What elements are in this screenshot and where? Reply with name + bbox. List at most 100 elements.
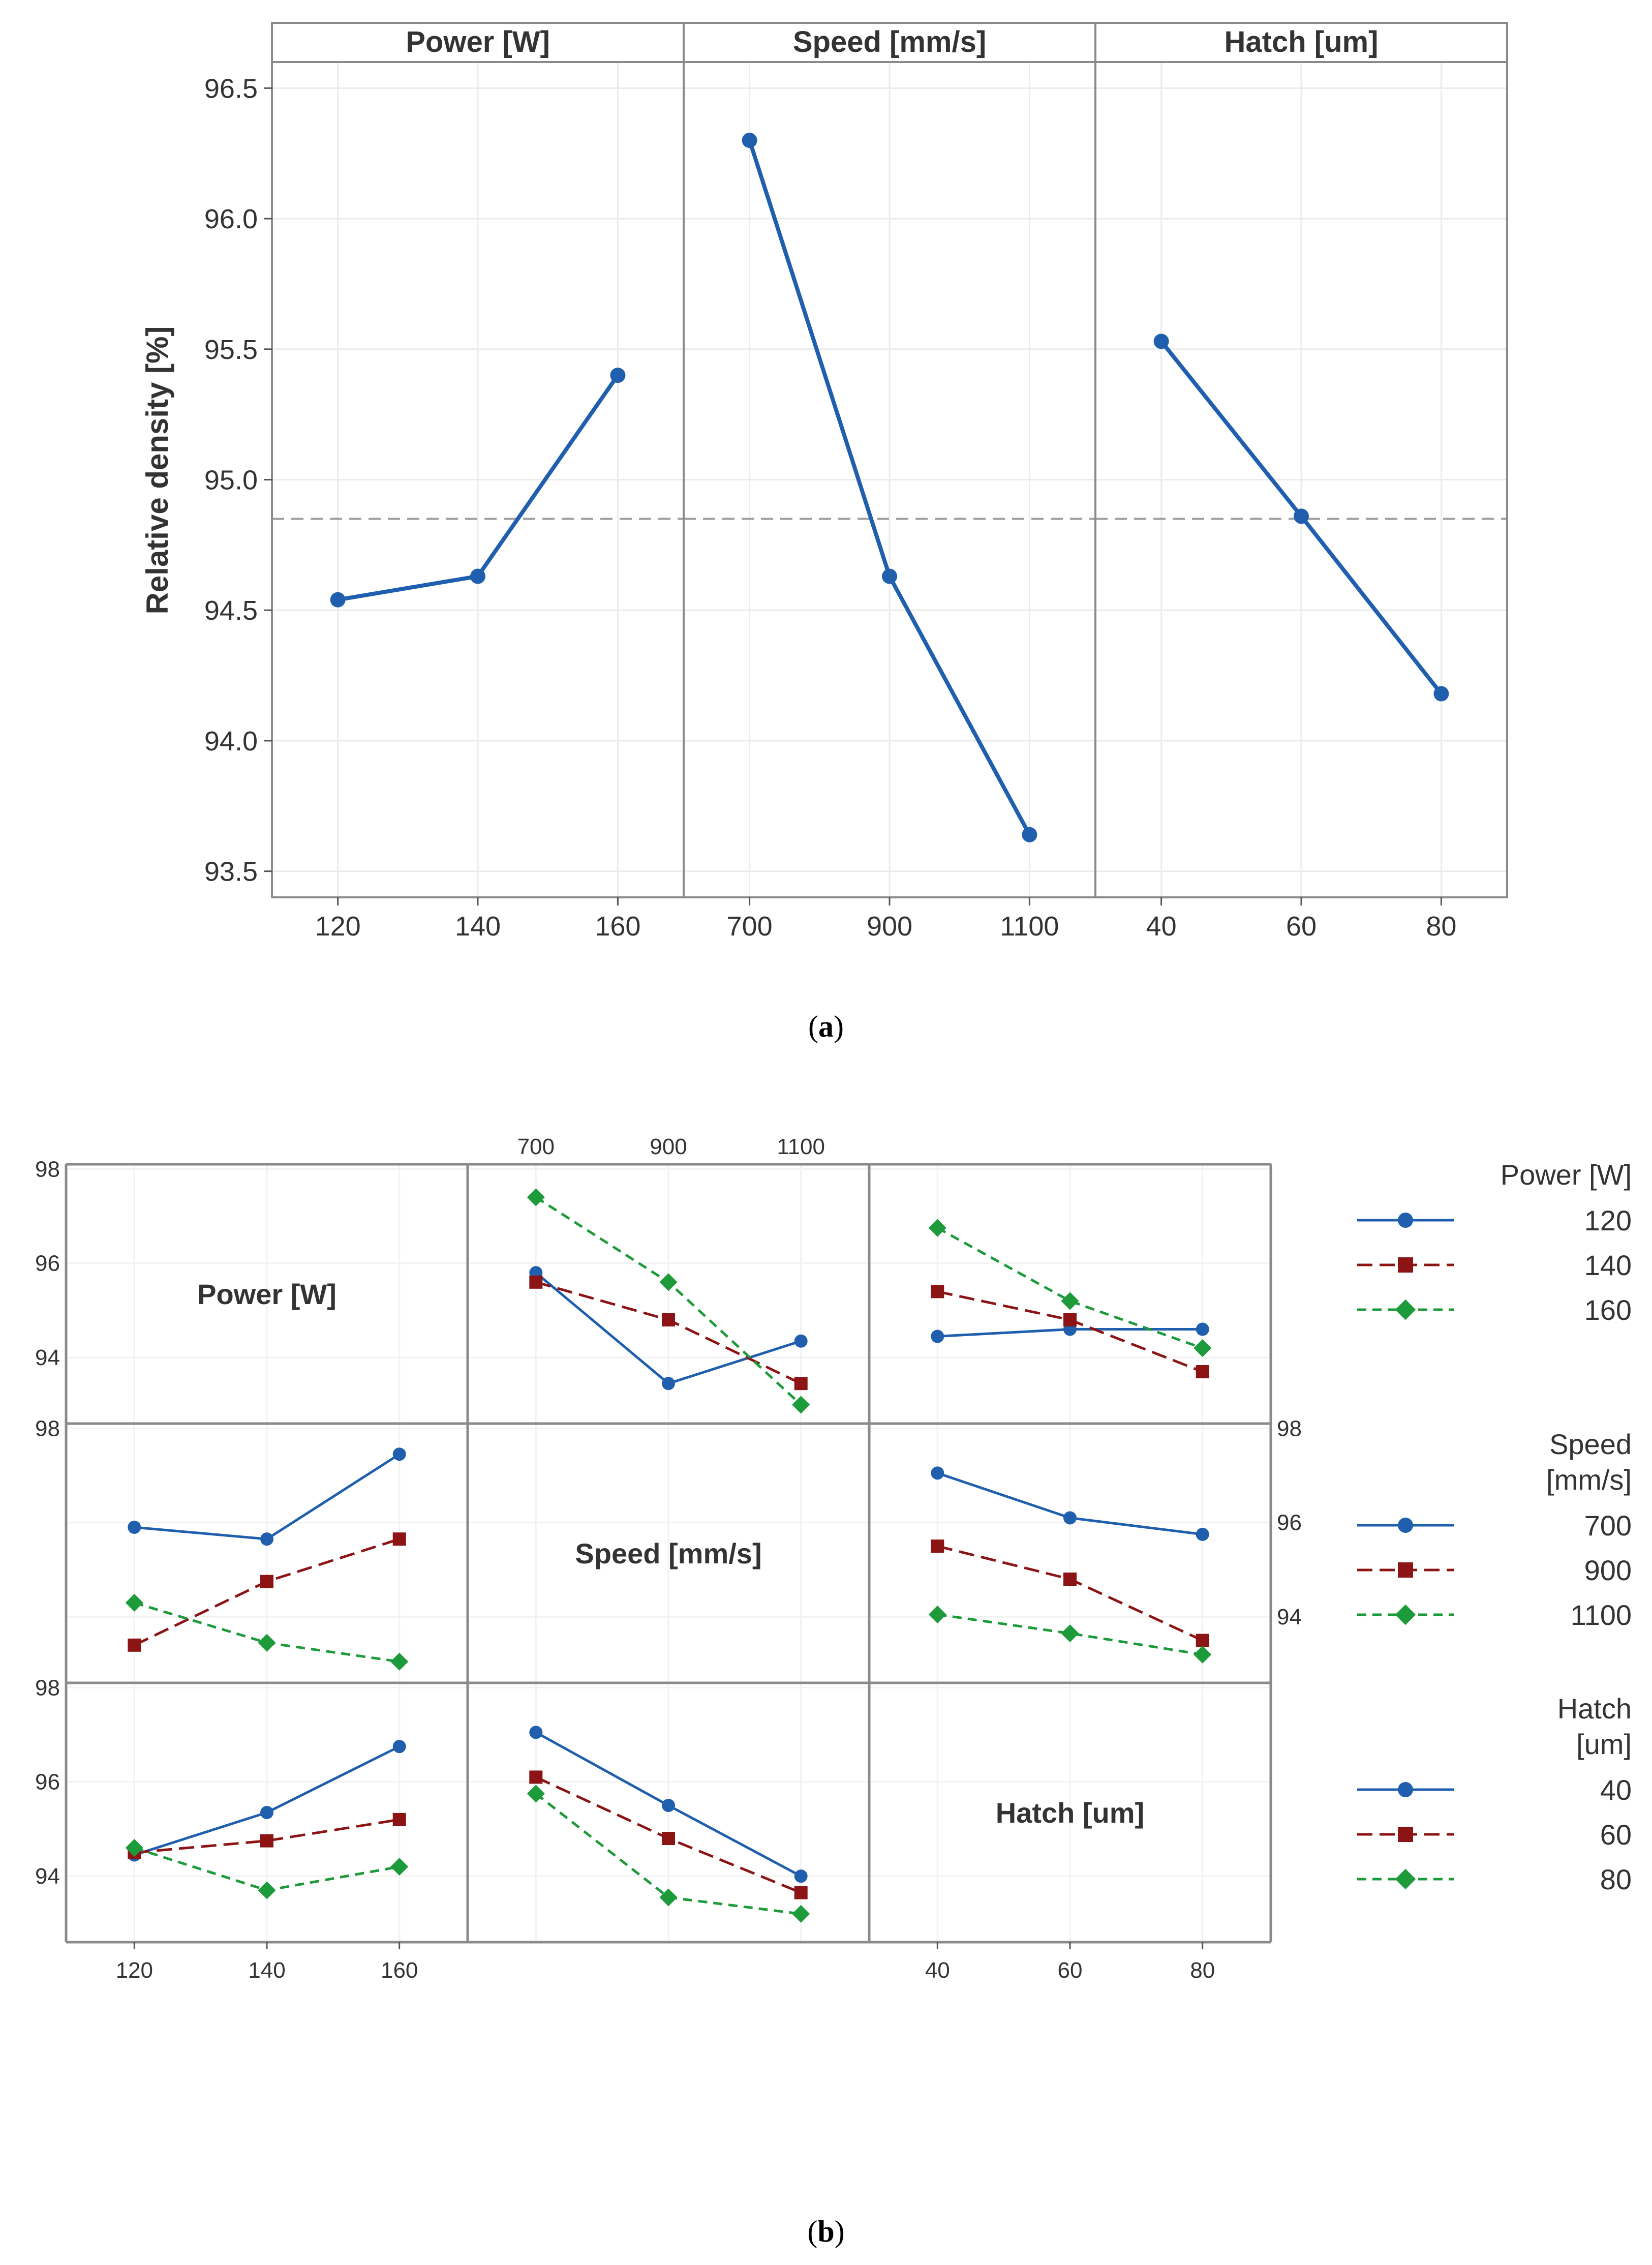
- legend-item-label: 60: [1600, 1819, 1632, 1851]
- interaction-point: [392, 1447, 406, 1461]
- legend-swatch-marker: [1395, 1868, 1416, 1890]
- legend-swatch-marker: [1395, 1299, 1416, 1320]
- legend-swatch-marker: [1398, 1518, 1413, 1533]
- caption-a-letter: a: [818, 1010, 834, 1043]
- caption-b: (b): [0, 2214, 1652, 2249]
- legend-title: Power [W]: [1501, 1159, 1632, 1191]
- panel-title: Speed [mm/s]: [793, 25, 986, 58]
- bottom-x-tick-label: 160: [381, 1958, 418, 1983]
- bottom-x-tick-label: 120: [116, 1958, 153, 1983]
- x-tick-label: 900: [867, 911, 912, 942]
- interaction-point: [931, 1330, 944, 1343]
- interaction-point: [1061, 1292, 1079, 1310]
- interaction-point: [659, 1888, 678, 1907]
- caption-b-open: (: [807, 2215, 818, 2248]
- interaction-point: [128, 1638, 141, 1652]
- legend-item-label: 80: [1600, 1863, 1632, 1895]
- interaction-point: [1196, 1634, 1209, 1647]
- legend-swatch-marker: [1395, 1604, 1416, 1625]
- interaction-point: [928, 1605, 946, 1624]
- interaction-point: [659, 1273, 678, 1291]
- bottom-x-tick-label: 60: [1058, 1958, 1083, 1983]
- bottom-x-tick-label: 80: [1190, 1958, 1215, 1983]
- data-point: [1153, 334, 1169, 349]
- panel-header: [1094, 22, 1508, 63]
- interaction-point: [1196, 1365, 1209, 1378]
- diagonal-factor-label: Power [W]: [197, 1278, 336, 1310]
- caption-a-open: (: [808, 1010, 818, 1043]
- y-axis-label: Relative density [%]: [140, 326, 174, 615]
- y-tick-label: 95.5: [204, 335, 258, 365]
- top-x-tick-label: 900: [650, 1134, 687, 1159]
- caption-b-close: ): [834, 2215, 845, 2248]
- left-y-tick-label: 96: [35, 1770, 60, 1795]
- x-tick-label: 60: [1286, 911, 1317, 942]
- interaction-point: [931, 1285, 944, 1298]
- interaction-point: [662, 1377, 675, 1391]
- interaction-point: [662, 1313, 675, 1326]
- interaction-point: [527, 1188, 545, 1206]
- data-point: [1294, 508, 1309, 524]
- left-y-tick-label: 94: [35, 1864, 60, 1889]
- caption-b-letter: b: [817, 2215, 835, 2248]
- bottom-x-tick-label: 140: [248, 1958, 285, 1983]
- left-y-tick-label: 94: [35, 1345, 60, 1370]
- interaction-point: [1194, 1339, 1212, 1357]
- y-tick-label: 96.0: [204, 204, 258, 234]
- data-point: [882, 568, 897, 584]
- legend-item-label: 700: [1584, 1509, 1632, 1542]
- right-y-tick-label: 96: [1277, 1511, 1302, 1535]
- interaction-point: [392, 1740, 406, 1754]
- interaction-point: [928, 1219, 946, 1237]
- main-effects-chart: Power [W] 120 140 160 Speed [mm/s] 700 900 1100…: [140, 22, 1508, 942]
- legend-swatch-marker: [1398, 1213, 1413, 1228]
- interaction-point: [1063, 1573, 1077, 1586]
- interaction-point: [390, 1858, 409, 1876]
- top-x-tick-label: 1100: [777, 1134, 825, 1159]
- interaction-point: [125, 1593, 143, 1612]
- diagonal-factor-label: Speed [mm/s]: [575, 1537, 761, 1569]
- data-point: [470, 568, 485, 584]
- legend-item-label: 120: [1584, 1204, 1632, 1236]
- interaction-point: [662, 1832, 675, 1845]
- legend-item-label: 40: [1600, 1774, 1632, 1806]
- interaction-point: [260, 1806, 273, 1819]
- interaction-point: [931, 1466, 944, 1480]
- legend-swatch-marker: [1398, 1827, 1413, 1842]
- panel-title: Power [W]: [406, 25, 550, 58]
- interaction-point: [792, 1905, 810, 1923]
- panel-title: Hatch [um]: [1225, 25, 1379, 58]
- interaction-point: [529, 1275, 543, 1289]
- caption-a: (a): [0, 1009, 1652, 1044]
- interaction-point: [794, 1886, 808, 1899]
- legend-title: [mm/s]: [1546, 1464, 1632, 1496]
- interaction-point: [260, 1575, 273, 1588]
- legend-item-label: 140: [1584, 1249, 1632, 1281]
- top-x-tick-label: 700: [517, 1134, 555, 1159]
- y-tick-label: 94.5: [204, 595, 258, 626]
- x-tick-label: 140: [455, 911, 501, 942]
- interaction-point: [260, 1532, 273, 1546]
- y-tick-label: 96.5: [204, 73, 258, 104]
- data-point: [1433, 686, 1449, 702]
- y-tick-label: 94.0: [204, 726, 258, 757]
- x-tick-label: 40: [1146, 911, 1177, 942]
- right-y-tick-label: 94: [1277, 1605, 1302, 1629]
- interaction-point: [125, 1838, 143, 1857]
- interaction-point: [392, 1532, 406, 1546]
- y-tick-label: 95.0: [204, 465, 258, 496]
- interaction-point: [1196, 1527, 1209, 1541]
- interaction-point: [529, 1770, 543, 1784]
- interaction-point: [260, 1834, 273, 1848]
- interaction-point: [258, 1634, 276, 1652]
- interaction-point: [392, 1813, 406, 1826]
- x-tick-label: 120: [315, 911, 361, 942]
- interaction-point: [258, 1881, 276, 1899]
- bottom-x-tick-label: 40: [925, 1958, 950, 1983]
- caption-a-close: ): [834, 1010, 844, 1043]
- x-tick-label: 80: [1426, 911, 1456, 942]
- legend-title: [um]: [1576, 1728, 1632, 1760]
- legend-item-label: 1100: [1571, 1599, 1632, 1631]
- interaction-point: [794, 1869, 808, 1883]
